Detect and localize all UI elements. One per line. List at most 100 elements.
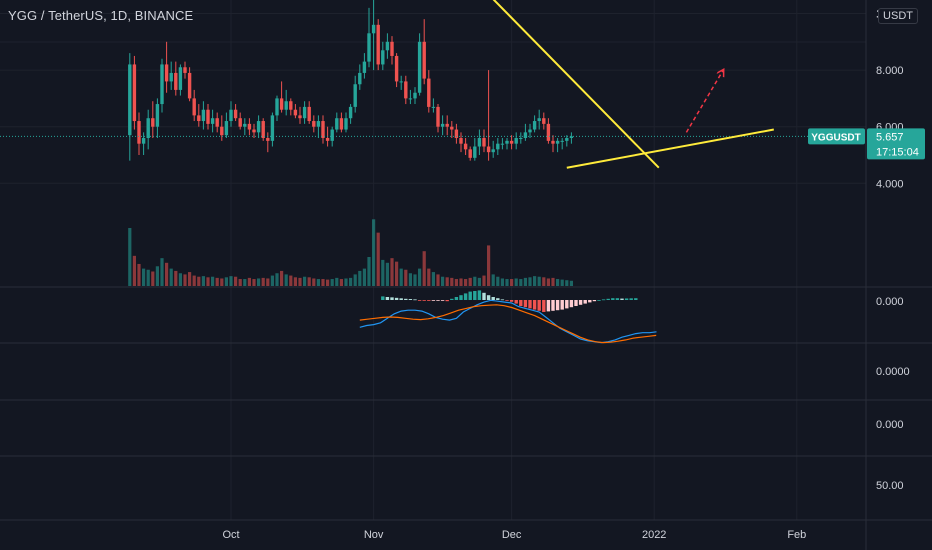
symbol-price-tag [808,128,865,145]
candle-body [519,138,523,140]
candle [482,129,486,153]
candle-body [427,78,431,107]
currency-badge[interactable]: USDT [878,8,918,24]
time-axis[interactable]: Oct Nov Dec 2022 Feb [222,529,806,541]
candle-body [187,72,192,99]
candle [477,129,482,155]
volume-bar [201,276,205,286]
candle [546,118,551,144]
candle-body [137,121,141,144]
macd-histogram-bar [578,300,583,305]
macd-histogram-bar [542,300,546,312]
macd-histogram-bar [523,300,528,308]
candle [164,41,169,93]
candle-body [164,64,169,82]
macd-histogram-bar [555,300,560,311]
volume-bar [537,276,541,286]
candle-body [132,64,137,122]
candle [270,112,275,147]
candle [252,123,256,139]
candle [233,104,238,122]
candle-body [178,67,183,90]
volume-bar [220,278,224,286]
candle [298,106,302,124]
candle-body [505,140,509,144]
candle-body [155,104,160,127]
volume-bar [482,275,486,286]
volume-bar [376,232,380,286]
candle-body [371,24,376,34]
candle [344,112,348,133]
candle-body [293,109,298,116]
volume-bar [293,277,297,286]
candle-body [468,149,472,158]
candle [468,146,472,161]
candle [362,53,367,79]
candle [390,36,394,65]
symbol-price-tag-label: YGGUSDT [811,132,860,143]
candle [128,53,132,161]
trendline [566,128,774,169]
volume-bar [312,278,316,286]
candle [404,75,408,105]
candle [413,87,417,105]
candle [155,98,160,139]
candle-body [381,50,385,65]
candle-body [358,72,362,85]
candle [422,19,426,85]
volume-bar [229,276,233,286]
candle-body [298,115,302,119]
candle-body [367,33,371,62]
candle-body [312,121,316,127]
candle [312,115,316,133]
candle-body [417,41,422,93]
volume-bar [146,269,150,286]
macd-histogram-bar [413,299,417,301]
candle-body [206,109,210,124]
candle [523,123,528,141]
volume-bar [188,272,192,286]
candle-body [542,118,546,124]
macd-histogram-bar [509,300,514,302]
macd-histogram-bar [537,300,541,311]
volume-bar [367,257,371,286]
trendline [492,0,660,169]
candle-body [247,123,252,130]
bar-countdown: 17:15:04 [876,146,919,158]
volume-bar [372,219,376,286]
volume-bar [270,275,274,286]
candle-body [496,143,500,150]
macd-histogram-bar [620,298,624,300]
candle-body [514,138,518,144]
candle [261,118,265,141]
candle-body [252,129,256,133]
candle [187,67,192,102]
macd-histogram-bar [427,300,431,301]
macd-histogram-bar [445,300,449,302]
volume-bar [450,277,454,286]
volume-bar [155,266,159,286]
candle [528,123,532,139]
candle-body [413,92,417,99]
volume-bar [280,270,284,286]
volume-bar [137,263,141,286]
candle [381,41,385,71]
candle [206,104,210,130]
candle [201,101,206,130]
price-axis[interactable]: 110.0008.0006.0004.0000.0000.00000.00050… [876,8,910,492]
candle-body [183,67,187,73]
volume-bar [321,279,325,286]
candle [385,33,390,59]
macd-histogram-bar [629,298,633,300]
volume-bar [257,278,261,286]
candle [275,95,279,122]
volume-bar [441,276,445,286]
trendlines [492,0,774,169]
candle-body [560,140,564,142]
candle-body [325,138,330,141]
candle-body [279,98,284,110]
candle [519,132,523,144]
volume-bar [542,277,546,286]
